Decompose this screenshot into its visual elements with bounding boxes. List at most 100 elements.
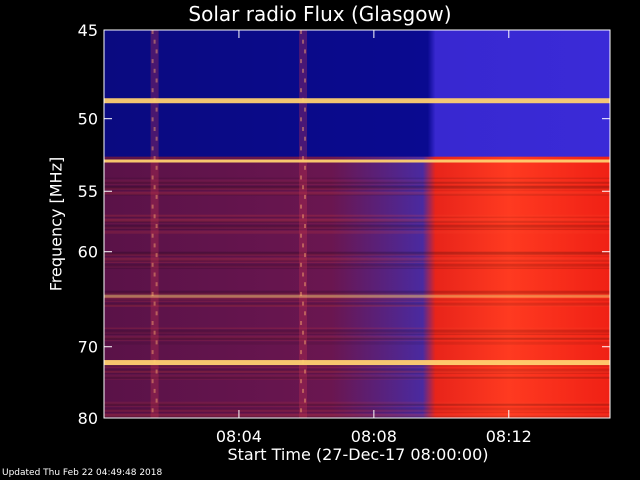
texture-band <box>104 339 610 341</box>
texture-band <box>104 253 610 256</box>
texture-band <box>104 331 610 334</box>
texture-band <box>104 407 610 411</box>
texture-band <box>104 261 610 263</box>
burst-dot <box>153 156 156 161</box>
texture-band <box>104 403 610 406</box>
texture-band <box>104 156 610 158</box>
burst-dot <box>300 117 303 122</box>
texture-band <box>104 409 610 412</box>
axes-layer: 45 50 55 60 70 80 08:04 08:08 08:12 <box>78 21 611 446</box>
burst-dot <box>304 282 307 287</box>
y-tick-label: 80 <box>78 409 98 428</box>
burst-dot <box>304 49 307 54</box>
x-axis-title: Start Time (27-Dec-17 08:00:00) <box>227 445 489 464</box>
texture-band <box>104 257 610 261</box>
texture-band <box>104 222 610 224</box>
texture-band <box>104 304 610 307</box>
y-tick-label: 55 <box>78 182 98 201</box>
burst-dot <box>151 408 154 413</box>
burst-dot <box>300 59 303 64</box>
texture-band <box>104 191 610 195</box>
burst-dot <box>302 127 305 131</box>
x-tick-label: 08:04 <box>216 427 262 446</box>
texture-band <box>104 224 610 228</box>
x-tick-label: 08:12 <box>486 427 532 446</box>
texture-band <box>104 290 610 294</box>
texture-band <box>104 226 610 229</box>
burst-dot <box>155 165 158 170</box>
burst-dot <box>300 350 303 355</box>
burst-dot <box>304 136 307 141</box>
texture-band <box>104 218 610 222</box>
texture-band <box>104 368 610 372</box>
texture-band <box>104 302 610 306</box>
burst-dot <box>151 350 154 355</box>
texture-band <box>104 259 610 262</box>
burst-dot <box>153 388 156 393</box>
texture-band <box>104 251 610 255</box>
burst-dot <box>151 146 154 151</box>
burst-dot <box>155 311 158 316</box>
burst-dot <box>153 214 156 219</box>
burst-dot <box>155 78 158 83</box>
burst-dot <box>153 272 156 277</box>
burst-dot <box>151 117 154 122</box>
burst-dot <box>304 340 307 345</box>
burst-dot <box>304 311 307 316</box>
burst-dot <box>155 369 158 374</box>
burst-dot <box>300 88 303 93</box>
burst-dot <box>302 68 305 73</box>
texture-band <box>104 341 610 345</box>
burst-dot <box>151 175 154 180</box>
burst-dot <box>304 165 307 170</box>
burst-dot <box>151 321 154 325</box>
texture-band <box>104 370 610 373</box>
burst-dot <box>155 136 158 141</box>
burst-dot <box>153 68 156 73</box>
texture-band <box>104 413 610 417</box>
burst-dot <box>300 30 303 34</box>
burst-dot <box>300 321 303 325</box>
bright-line-3 <box>104 360 610 366</box>
burst-dot <box>155 398 158 403</box>
bright-line-0 <box>104 98 610 104</box>
texture-band <box>104 366 610 368</box>
burst-dot <box>155 49 158 54</box>
texture-band <box>104 405 610 407</box>
burst-dot <box>155 107 158 112</box>
burst-dot <box>151 262 154 267</box>
burst-dot <box>304 253 307 258</box>
y-tick-label: 50 <box>78 110 98 129</box>
burst-dot <box>304 369 307 374</box>
burst-dot <box>300 379 303 384</box>
texture-band <box>104 300 610 302</box>
burst-dot <box>304 194 307 199</box>
texture-band <box>104 411 610 413</box>
burst-dot <box>304 398 307 403</box>
burst-dot <box>151 59 154 64</box>
plot-frame <box>103 29 611 419</box>
bright-line-1 <box>104 159 610 163</box>
texture-band <box>104 296 610 300</box>
updated-timestamp: Updated Thu Feb 22 04:49:48 2018 <box>2 468 163 478</box>
burst-dot <box>302 214 305 219</box>
burst-dot <box>151 291 154 296</box>
burst-dot <box>151 88 154 93</box>
burst-dot <box>151 30 154 34</box>
texture-band <box>104 183 610 185</box>
chart-title: Solar radio Flux (Glasgow) <box>188 2 452 26</box>
burst-dot <box>151 233 154 238</box>
burst-streak-1 <box>299 30 308 418</box>
texture-band <box>104 185 610 189</box>
texture-band <box>104 364 610 367</box>
texture-band <box>104 298 610 301</box>
burst-streak-0 <box>150 30 159 418</box>
burst-dot <box>302 39 305 44</box>
texture-band <box>104 220 610 223</box>
burst-dot <box>304 224 307 228</box>
burst-dot <box>155 340 158 345</box>
texture-band <box>104 187 610 190</box>
burst-dot <box>151 379 154 384</box>
burst-dot <box>302 272 305 277</box>
burst-dot <box>302 243 305 248</box>
